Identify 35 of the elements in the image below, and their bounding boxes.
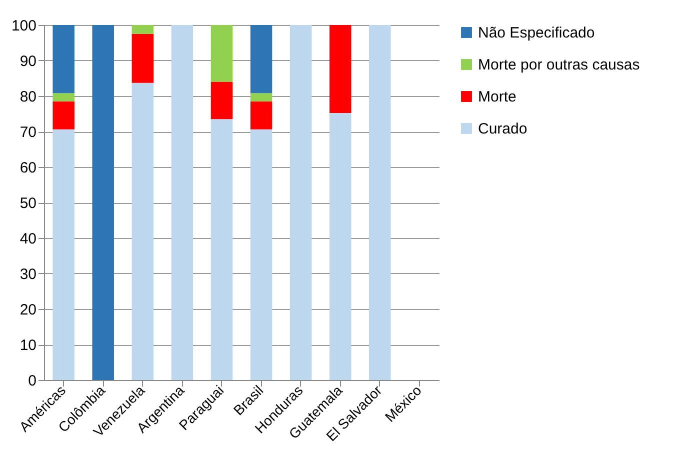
bar [210,119,233,380]
y-tick-label: 20 [20,302,36,318]
bar [92,25,114,380]
bar [250,101,272,130]
bar [132,25,154,34]
bar [250,129,272,380]
y-tick-label: 10 [20,337,36,354]
legend-label: Curado [478,120,528,138]
bar [290,25,312,380]
bar [250,93,272,102]
bar [369,25,391,380]
y-tick-label: 30 [20,266,36,283]
y-tick-label: 40 [20,230,36,248]
bar [52,93,74,102]
y-tick-label: 80 [20,88,36,106]
y-tick-label: 50 [20,195,36,212]
bar [52,129,74,380]
bar [52,101,74,130]
y-tick-label: 90 [20,53,36,70]
bar [210,82,233,120]
bar [132,34,154,83]
y-tick-label: 70 [20,124,36,141]
y-tick-label: 60 [20,160,36,176]
y-tick-label: 100 [11,18,36,34]
legend-label: Não Especificado [478,24,595,42]
bar [329,113,352,380]
bar [52,25,74,94]
bar [171,25,194,380]
bar [210,25,233,82]
bar [132,82,154,380]
y-tick-label: 0 [28,372,36,390]
legend-label: Morte por outras causas [478,56,640,74]
bar [250,25,272,94]
bar [329,25,352,114]
legend-label: Morte [478,88,516,106]
